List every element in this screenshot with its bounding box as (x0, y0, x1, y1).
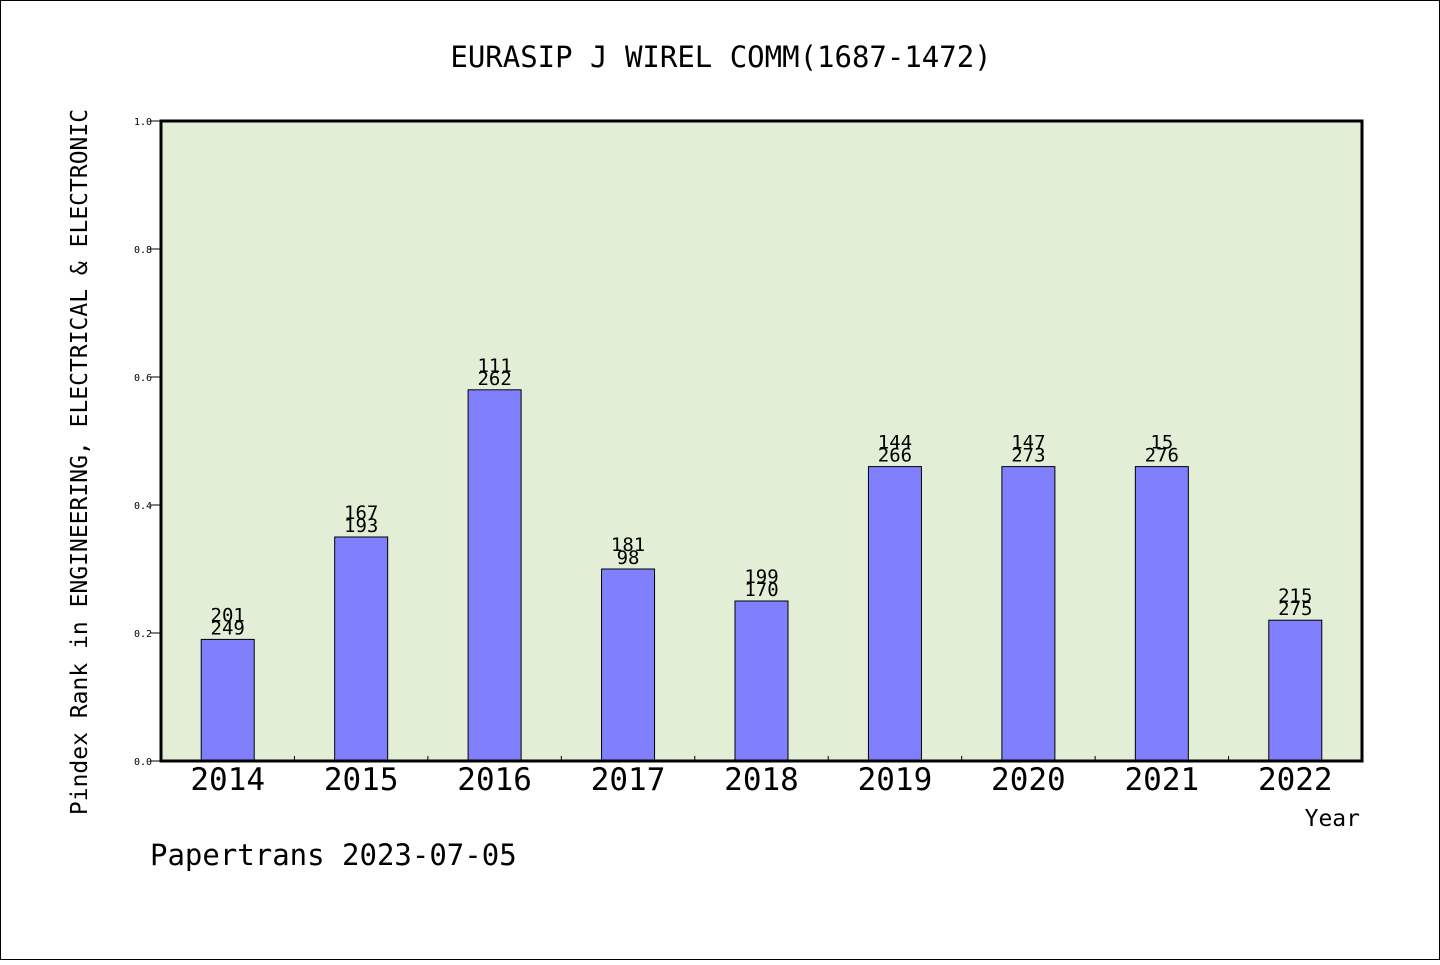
x-tick-label: 2018 (724, 762, 799, 798)
data-label-top: 144 (878, 432, 912, 454)
bar-2015 (334, 536, 389, 762)
y-axis-label: Pindex Rank in ENGINEERING, ELECTRICAL &… (67, 109, 93, 815)
data-label-bottom: 276 (1145, 445, 1179, 467)
data-label-bottom: 262 (477, 368, 511, 390)
bar-2018 (734, 600, 789, 762)
data-labels-group: 2012491671931112621819819917014426614727… (211, 355, 1313, 640)
x-tick-label: 2022 (1258, 762, 1333, 798)
data-label-bottom: 193 (344, 515, 378, 537)
x-tick-label: 2015 (324, 762, 399, 798)
data-label-top: 199 (744, 566, 778, 588)
bar-2016 (467, 389, 522, 762)
data-label-bottom: 249 (211, 617, 245, 639)
y-tick-label: 0.6 (134, 373, 152, 384)
x-tick-label: 2019 (858, 762, 933, 798)
data-label-top: 111 (477, 355, 511, 377)
y-tick-label: 0.2 (134, 629, 152, 640)
data-label-bottom: 266 (878, 445, 912, 467)
chart-title: EURASIP J WIREL COMM(1687-1472) (450, 40, 991, 74)
y-axis-ticks: 0.0 0.2 0.4 0.6 0.8 1.0 (134, 117, 161, 768)
bar-2014 (200, 638, 255, 762)
x-tick-label: 2016 (457, 762, 532, 798)
x-tick-label: 2014 (190, 762, 265, 798)
y-tick-label: 1.0 (134, 117, 152, 128)
data-label-top: 215 (1278, 585, 1312, 607)
bar-2020 (1001, 466, 1056, 762)
bar-2022 (1268, 619, 1323, 762)
bar-2021 (1134, 466, 1189, 762)
bar-2019 (867, 466, 922, 762)
x-axis-label: Year (1305, 806, 1360, 832)
bars-group (200, 389, 1323, 762)
x-tick-label: 2017 (591, 762, 666, 798)
y-tick-label: 0.4 (134, 501, 152, 512)
x-axis-ticks: 2014 2015 2016 2017 2018 2019 2020 2021 2022 (190, 756, 1333, 798)
bar-2017 (601, 568, 656, 762)
y-tick-label: 0.0 (134, 757, 152, 768)
plot-frame (159, 119, 1364, 763)
data-label-top: 181 (611, 534, 645, 556)
data-label-bottom: 273 (1011, 445, 1045, 467)
data-label-bottom: 275 (1278, 598, 1312, 620)
data-label-top: 15 (1150, 432, 1173, 454)
data-label-top: 147 (1011, 432, 1045, 454)
y-tick-label: 0.8 (134, 245, 152, 256)
data-label-bottom: 98 (617, 547, 640, 569)
x-tick-label: 2020 (991, 762, 1066, 798)
data-label-top: 201 (211, 604, 245, 626)
credit-text: Papertrans 2023-07-05 (150, 838, 517, 872)
data-label-top: 167 (344, 502, 378, 524)
x-tick-label: 2021 (1125, 762, 1200, 798)
data-label-bottom: 170 (744, 579, 778, 601)
